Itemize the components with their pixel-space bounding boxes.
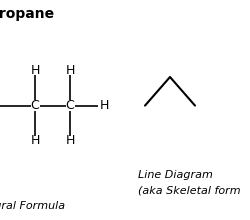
Text: H: H bbox=[30, 64, 40, 77]
Text: H: H bbox=[65, 64, 75, 77]
Text: H: H bbox=[65, 134, 75, 147]
Text: H: H bbox=[100, 99, 110, 112]
Text: propane: propane bbox=[0, 7, 55, 21]
Text: (aka Skeletal form: (aka Skeletal form bbox=[138, 186, 240, 196]
Text: H: H bbox=[30, 134, 40, 147]
Text: C: C bbox=[30, 99, 40, 112]
Text: Line Diagram: Line Diagram bbox=[138, 170, 212, 180]
Text: tural Formula: tural Formula bbox=[0, 201, 65, 211]
Text: C: C bbox=[66, 99, 74, 112]
